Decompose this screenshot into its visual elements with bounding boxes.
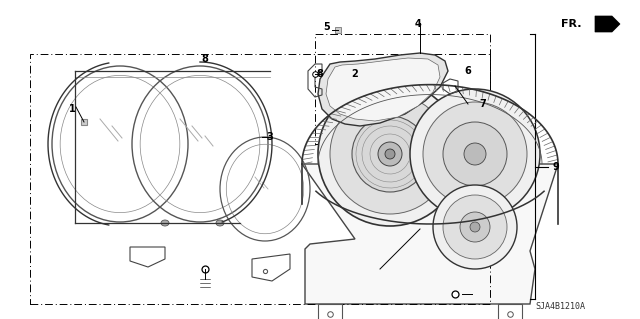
Text: SJA4B1210A: SJA4B1210A [535,302,585,311]
Text: 8: 8 [202,54,209,64]
Circle shape [433,185,517,269]
Text: 5: 5 [324,22,330,32]
Text: 7: 7 [479,99,486,109]
Bar [315,34,490,144]
Circle shape [318,82,462,226]
Polygon shape [595,16,620,32]
Text: 8: 8 [317,69,323,79]
Circle shape [385,149,395,159]
Circle shape [352,116,428,192]
Polygon shape [302,164,558,304]
Bar [30,54,490,304]
Circle shape [464,143,486,165]
Text: 9: 9 [552,162,559,172]
Text: FR.: FR. [561,19,582,29]
Text: 4: 4 [415,19,421,29]
Polygon shape [318,53,448,126]
Circle shape [470,222,480,232]
Circle shape [378,142,402,166]
Circle shape [443,122,507,186]
Circle shape [443,195,507,259]
Circle shape [460,212,490,242]
Text: 6: 6 [465,66,472,76]
Polygon shape [326,58,440,121]
Circle shape [410,89,540,219]
Circle shape [330,94,450,214]
Text: 1: 1 [68,104,76,114]
Text: 2: 2 [351,69,358,79]
Ellipse shape [216,220,224,226]
Ellipse shape [161,220,169,226]
Circle shape [423,102,527,206]
Text: 3: 3 [267,132,273,142]
